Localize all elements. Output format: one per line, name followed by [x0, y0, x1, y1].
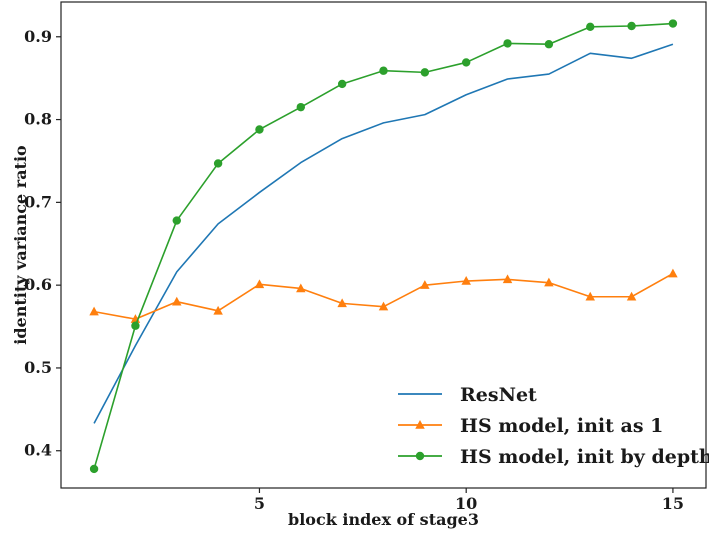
data-point — [254, 279, 265, 289]
x-tick-label: 15 — [662, 494, 684, 513]
legend-label: HS model, init by depth — [460, 446, 709, 468]
data-point — [379, 66, 388, 75]
data-point — [668, 19, 678, 28]
data-point — [296, 102, 306, 112]
legend-marker — [415, 451, 425, 461]
series-3 — [89, 19, 678, 474]
data-point — [668, 268, 678, 278]
y-tick-label: 0.8 — [24, 110, 52, 129]
data-point — [585, 291, 595, 301]
legend-label: ResNet — [460, 384, 537, 406]
data-point — [296, 283, 306, 293]
data-point — [337, 79, 347, 89]
data-point — [172, 296, 182, 306]
data-point — [461, 276, 471, 285]
x-axis: 5 10 15 — [254, 488, 684, 513]
data-point — [213, 159, 223, 168]
legend-label: HS model, init as 1 — [460, 415, 663, 437]
legend-item: HS model, init by depth — [398, 446, 709, 468]
data-point — [89, 306, 99, 316]
legend-item: ResNet — [398, 384, 537, 406]
series-group — [89, 19, 678, 474]
y-tick-label: 0.4 — [24, 441, 52, 460]
y-tick-label: 0.5 — [24, 358, 52, 377]
data-point — [626, 291, 637, 301]
data-point — [131, 321, 140, 330]
data-point — [461, 58, 471, 67]
legend: ResNet HS model, init as 1 HS model, init … — [398, 384, 709, 468]
x-axis-label: block index of stage3 — [288, 510, 479, 529]
data-point — [172, 216, 181, 225]
data-point — [544, 277, 554, 287]
data-point — [627, 21, 636, 31]
data-point — [420, 68, 430, 77]
legend-item: HS model, init as 1 — [398, 415, 663, 437]
data-point — [337, 298, 347, 308]
y-axis: 0.4 0.5 0.6 0.7 0.8 0.9 — [24, 27, 61, 460]
data-point — [502, 274, 513, 284]
plot-area — [60, 1, 707, 489]
x-tick-label: 10 — [455, 494, 477, 513]
series-line — [93, 43, 674, 424]
data-point — [544, 40, 554, 49]
data-point — [89, 464, 99, 474]
legend-marker — [415, 420, 425, 429]
y-axis-label: identity variance ratio — [11, 145, 30, 345]
y-tick-label: 0.6 — [24, 275, 52, 294]
data-point — [586, 22, 595, 32]
y-tick-label: 0.7 — [24, 192, 52, 211]
series-2 — [89, 268, 678, 323]
data-point — [213, 305, 223, 315]
y-tick-label: 0.9 — [24, 27, 52, 46]
series-1 — [93, 43, 674, 424]
data-point — [420, 280, 430, 289]
data-point — [255, 125, 264, 134]
data-point — [503, 39, 512, 48]
x-tick-label: 5 — [254, 494, 265, 513]
data-point — [378, 301, 389, 311]
